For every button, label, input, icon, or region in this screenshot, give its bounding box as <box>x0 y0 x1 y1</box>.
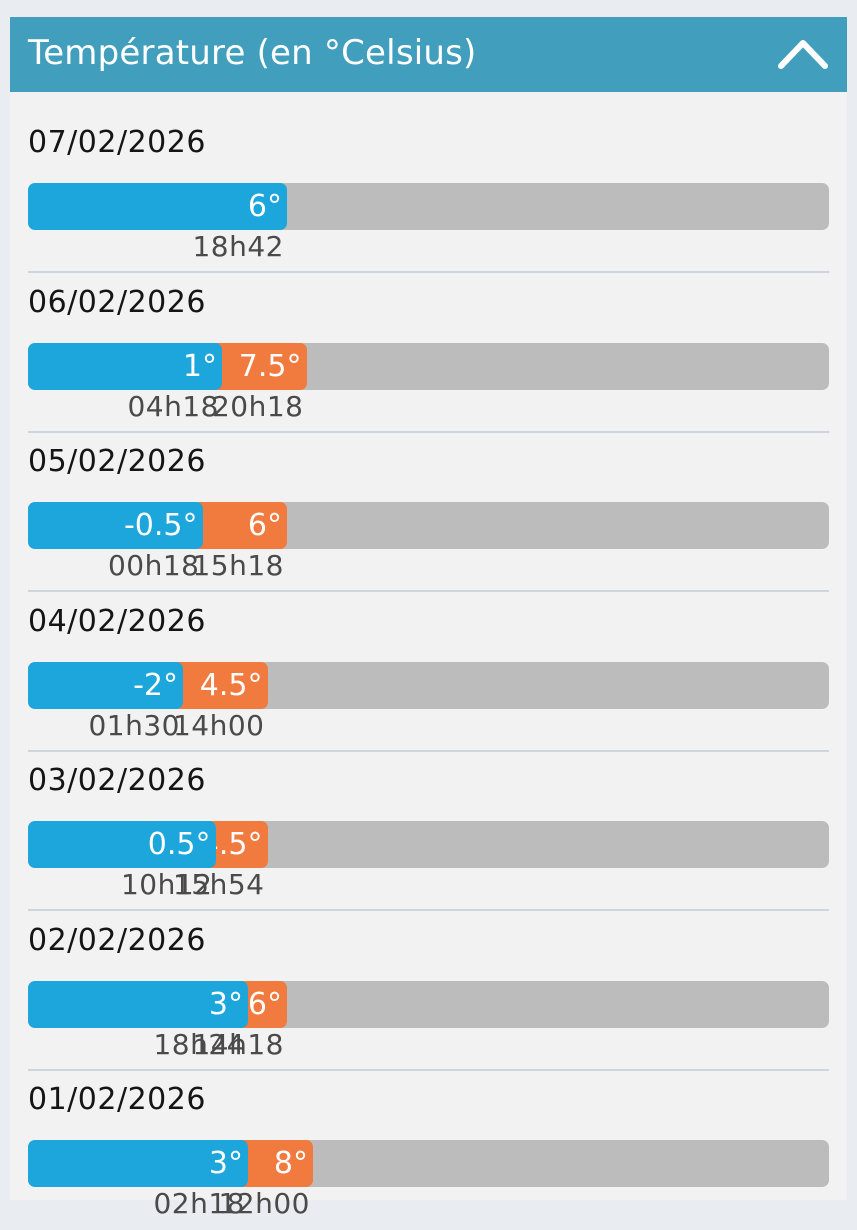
panel-header[interactable]: Température (en °Celsius) <box>10 17 847 92</box>
min-temp-time: 01h30 <box>88 708 180 742</box>
day-row: 01/02/2026 8° 3° 02h18 12h00 <box>28 1071 829 1230</box>
day-date: 04/02/2026 <box>28 603 206 639</box>
max-temp-time: 12h00 <box>218 1187 310 1220</box>
divider <box>28 1068 829 1071</box>
min-temp-time: 04h18 <box>127 389 219 423</box>
day-date: 07/02/2026 <box>28 125 206 160</box>
day-row: 05/02/2026 6° -0.5° 00h18 15h18 <box>28 433 829 592</box>
min-temp-segment: 3° <box>28 980 248 1028</box>
min-temp-time: 18h24 <box>153 1027 245 1061</box>
day-date: 01/02/2026 <box>28 1082 206 1117</box>
min-temp-segment: 3° <box>28 1140 248 1187</box>
min-temp-segment: -2° <box>28 661 183 709</box>
max-temp-time: 15h18 <box>192 549 284 582</box>
temperature-bar: 7.5° 1° <box>28 342 829 390</box>
temperature-bar: 4.5° -2° <box>28 661 829 709</box>
temperature-bar: 6° -0.5° <box>28 502 829 549</box>
day-row: 02/02/2026 6° 3° 18h24 14h18 <box>28 912 829 1071</box>
temperature-panel: Température (en °Celsius) 07/02/2026 6° 18… <box>10 17 847 1220</box>
divider <box>28 749 829 752</box>
min-temp-segment: 0.5° <box>28 821 216 868</box>
divider <box>28 271 829 273</box>
chevron-up-icon[interactable] <box>771 23 835 83</box>
min-temp-time: 18h42 <box>192 230 284 263</box>
min-temp-time: 00h18 <box>107 549 200 582</box>
day-row: 03/02/2026 4.5° 0.5° 10h12 15h54 <box>28 752 829 911</box>
temperature-bar: 8° 3° <box>28 1140 829 1187</box>
day-date: 06/02/2026 <box>28 284 206 320</box>
temperature-bar: 6° 3° <box>28 980 829 1028</box>
divider <box>28 590 829 592</box>
min-temp-segment: 6° <box>28 183 287 230</box>
temperature-bar: 4.5° 0.5° <box>28 821 829 868</box>
divider <box>28 430 829 433</box>
max-temp-time: 20h18 <box>211 389 304 423</box>
day-row: 04/02/2026 4.5° -2° 01h30 14h00 <box>28 593 829 752</box>
temperature-bar: 6° <box>28 183 829 230</box>
panel-title: Température (en °Celsius) <box>28 33 477 73</box>
day-date: 03/02/2026 <box>28 763 206 798</box>
divider <box>28 909 829 911</box>
day-row: 06/02/2026 7.5° 1° 04h18 20h18 <box>28 274 829 433</box>
max-temp-time: 14h18 <box>192 1027 284 1061</box>
min-temp-time: 10h12 <box>120 868 213 901</box>
min-temp-segment: -0.5° <box>28 502 203 549</box>
min-temp-segment: 1° <box>28 342 222 390</box>
max-temp-time: 14h00 <box>172 708 265 742</box>
day-row: 07/02/2026 6° 18h42 <box>28 114 829 273</box>
day-date: 02/02/2026 <box>28 922 206 958</box>
day-date: 05/02/2026 <box>28 444 206 479</box>
max-temp-time: 15h54 <box>172 868 265 901</box>
